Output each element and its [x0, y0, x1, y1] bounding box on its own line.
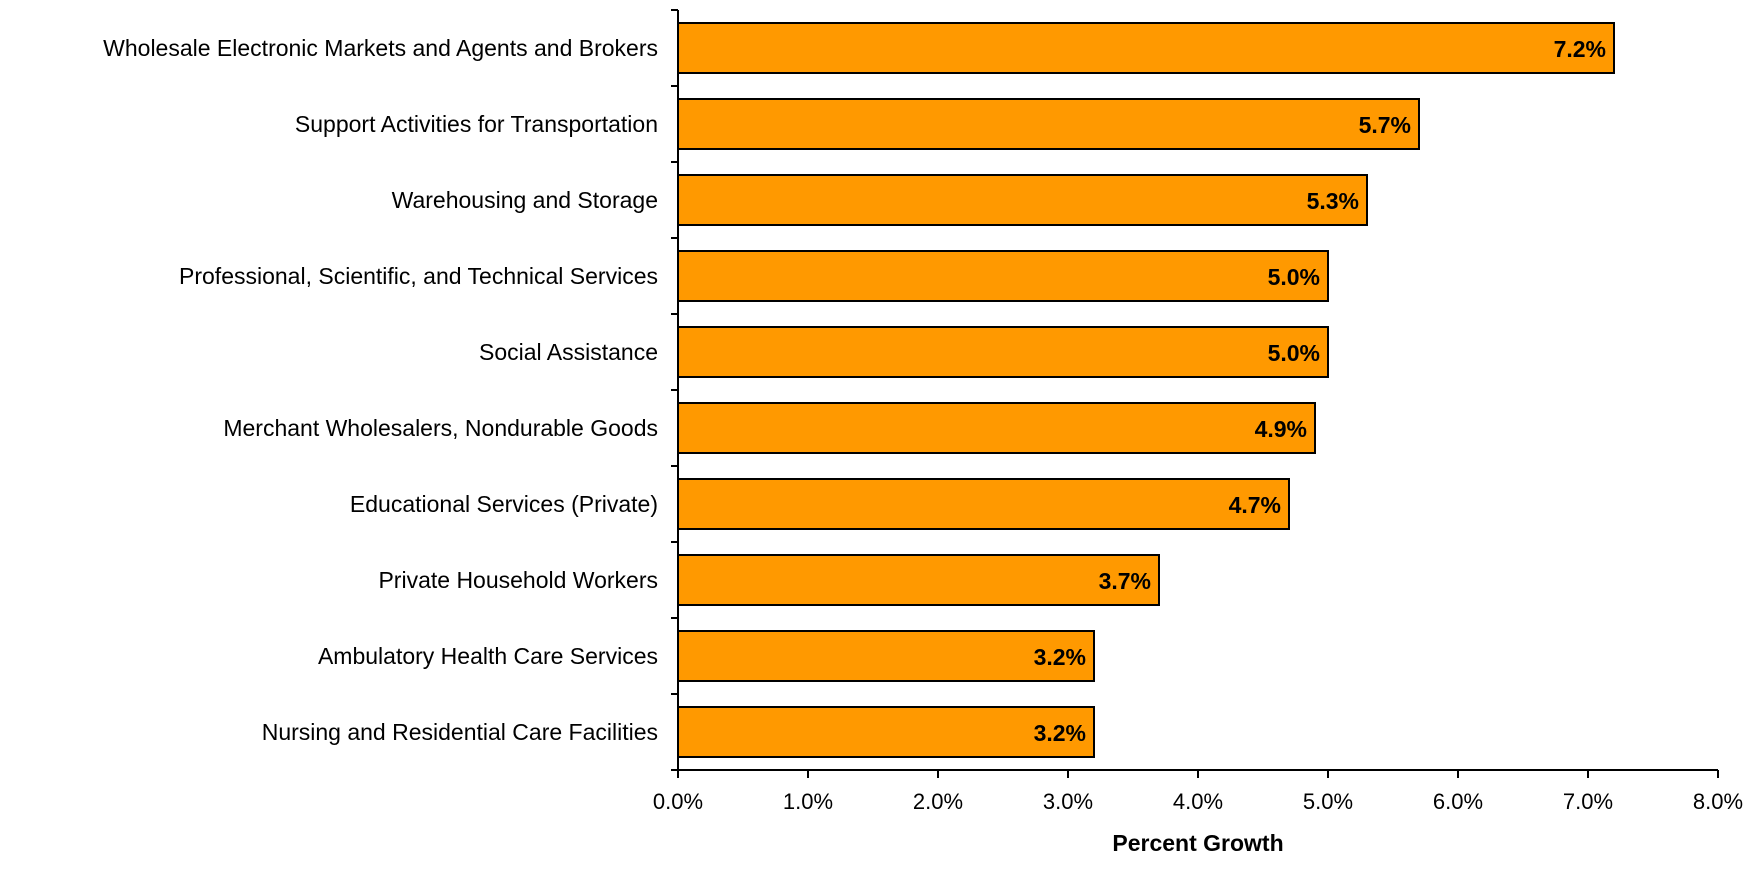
bar [677, 174, 1368, 226]
category-label: Private Household Workers [378, 567, 658, 593]
data-label: 7.2% [1554, 36, 1606, 62]
data-label: 5.7% [1359, 112, 1411, 138]
x-tick-label: 6.0% [1433, 789, 1483, 814]
bar [677, 706, 1095, 758]
x-tick-label: 8.0% [1693, 789, 1743, 814]
bar [677, 250, 1329, 302]
data-label: 4.7% [1229, 492, 1281, 518]
category-label: Ambulatory Health Care Services [318, 643, 658, 669]
bar [677, 554, 1160, 606]
data-label: 4.9% [1255, 416, 1307, 442]
x-tick-label: 7.0% [1563, 789, 1613, 814]
x-tick-label: 1.0% [783, 789, 833, 814]
x-tick-label: 4.0% [1173, 789, 1223, 814]
labels-layer: Wholesale Electronic Markets and Agents … [103, 35, 1743, 814]
x-tick-label: 5.0% [1303, 789, 1353, 814]
bar [677, 98, 1420, 150]
x-tick-label: 3.0% [1043, 789, 1093, 814]
data-label: 5.0% [1268, 264, 1320, 290]
bar [677, 402, 1316, 454]
data-label: 3.7% [1099, 568, 1151, 594]
category-label: Nursing and Residential Care Facilities [262, 719, 658, 745]
category-label: Professional, Scientific, and Technical … [179, 263, 658, 289]
data-label: 5.0% [1268, 340, 1320, 366]
data-label: 5.3% [1307, 188, 1359, 214]
bar [677, 326, 1329, 378]
bars-layer [677, 22, 1615, 758]
bar [677, 22, 1615, 74]
x-tick-label: 0.0% [653, 789, 703, 814]
x-axis-title: Percent Growth [1112, 830, 1283, 856]
bar [677, 478, 1290, 530]
category-label: Social Assistance [479, 339, 658, 365]
data-label: 3.2% [1034, 644, 1086, 670]
data-label: 3.2% [1034, 720, 1086, 746]
axes-layer [671, 9, 1719, 778]
category-label: Merchant Wholesalers, Nondurable Goods [223, 415, 658, 441]
x-tick-label: 2.0% [913, 789, 963, 814]
category-label: Wholesale Electronic Markets and Agents … [103, 35, 658, 61]
category-label: Support Activities for Transportation [295, 111, 658, 137]
bar [677, 630, 1095, 682]
category-label: Warehousing and Storage [392, 187, 658, 213]
category-label: Educational Services (Private) [350, 491, 658, 517]
